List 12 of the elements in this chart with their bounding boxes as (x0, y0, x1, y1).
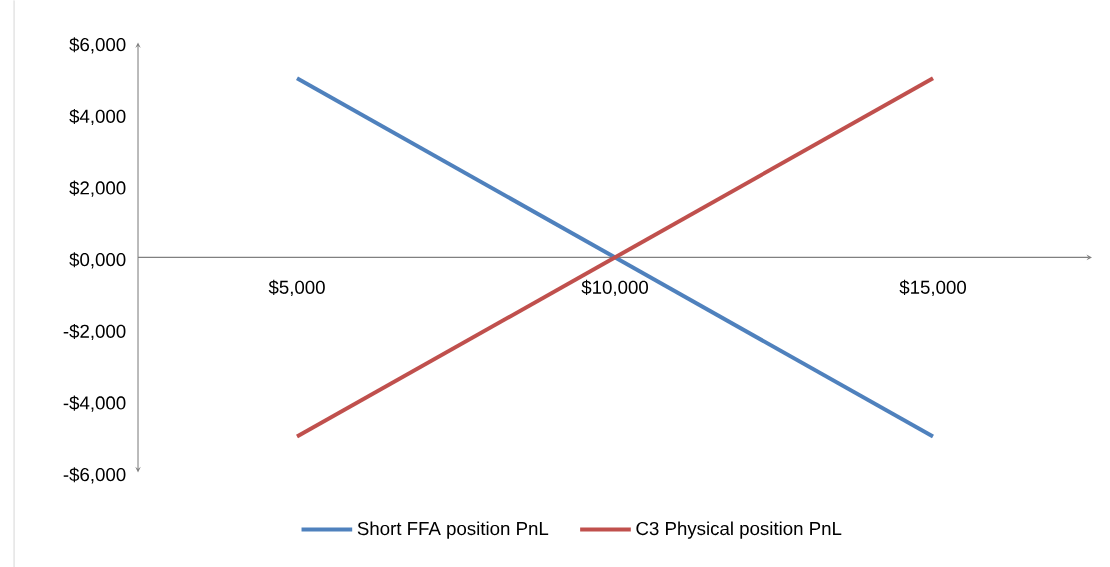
y-tick-label: -$4,000 (63, 395, 126, 412)
legend-label: Short FFA position PnL (357, 521, 549, 539)
x-tick-label: $15,000 (899, 279, 967, 296)
y-tick-label: $0,000 (69, 252, 126, 269)
y-tick-label: $2,000 (69, 180, 126, 197)
y-tick-label: -$6,000 (63, 467, 126, 484)
x-tick-label: $5,000 (268, 279, 325, 296)
legend-label: C3 Physical position PnL (636, 521, 842, 539)
y-tick-label: -$2,000 (63, 323, 126, 340)
y-tick-label: $4,000 (69, 108, 126, 125)
y-tick-label: $6,000 (69, 37, 126, 54)
x-tick-label: $10,000 (581, 279, 649, 296)
